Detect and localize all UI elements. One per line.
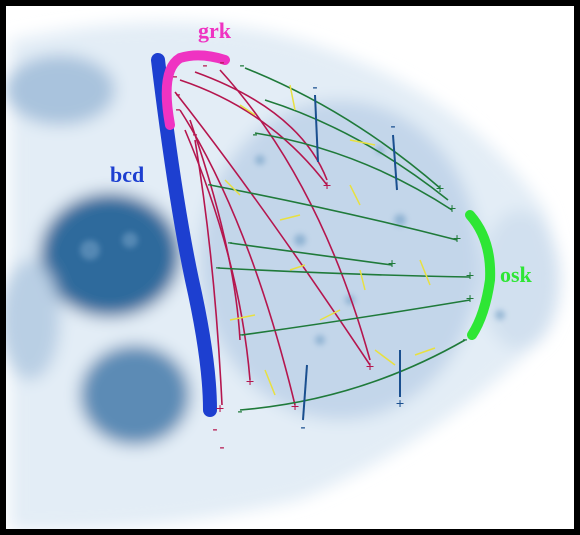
sign: - xyxy=(253,126,258,142)
sign: + xyxy=(216,401,225,417)
sign: - xyxy=(463,331,468,347)
sign: + xyxy=(436,181,445,197)
sign: - xyxy=(203,57,208,73)
sign: + xyxy=(448,201,457,217)
sign: - xyxy=(208,176,213,192)
sign: - xyxy=(216,259,221,275)
bcd-label: bcd xyxy=(110,162,144,187)
sign: - xyxy=(220,439,225,455)
sign: + xyxy=(366,359,375,375)
sign: + xyxy=(323,178,332,194)
sign: + xyxy=(246,374,255,390)
sign: - xyxy=(240,57,245,73)
sign: - xyxy=(213,421,218,437)
page: grk bcd osk -------+++++----------++++++… xyxy=(0,0,580,535)
sign: - xyxy=(176,86,181,102)
sign: - xyxy=(193,126,198,142)
sign: - xyxy=(240,326,245,342)
sign: - xyxy=(173,68,178,84)
figure: grk bcd osk -------+++++----------++++++… xyxy=(0,0,580,535)
sign: - xyxy=(238,403,243,419)
sign: - xyxy=(220,54,225,70)
sign: - xyxy=(176,101,181,117)
sign: - xyxy=(391,118,396,134)
sign: + xyxy=(466,291,475,307)
sign: + xyxy=(291,399,300,415)
sign: - xyxy=(301,419,306,435)
grk-label: grk xyxy=(198,18,232,43)
osk-label: osk xyxy=(500,262,533,287)
sign: + xyxy=(466,268,475,284)
sign: + xyxy=(388,256,397,272)
sign: - xyxy=(228,234,233,250)
sign: + xyxy=(453,231,462,247)
sign: + xyxy=(396,396,405,412)
sign: - xyxy=(313,79,318,95)
